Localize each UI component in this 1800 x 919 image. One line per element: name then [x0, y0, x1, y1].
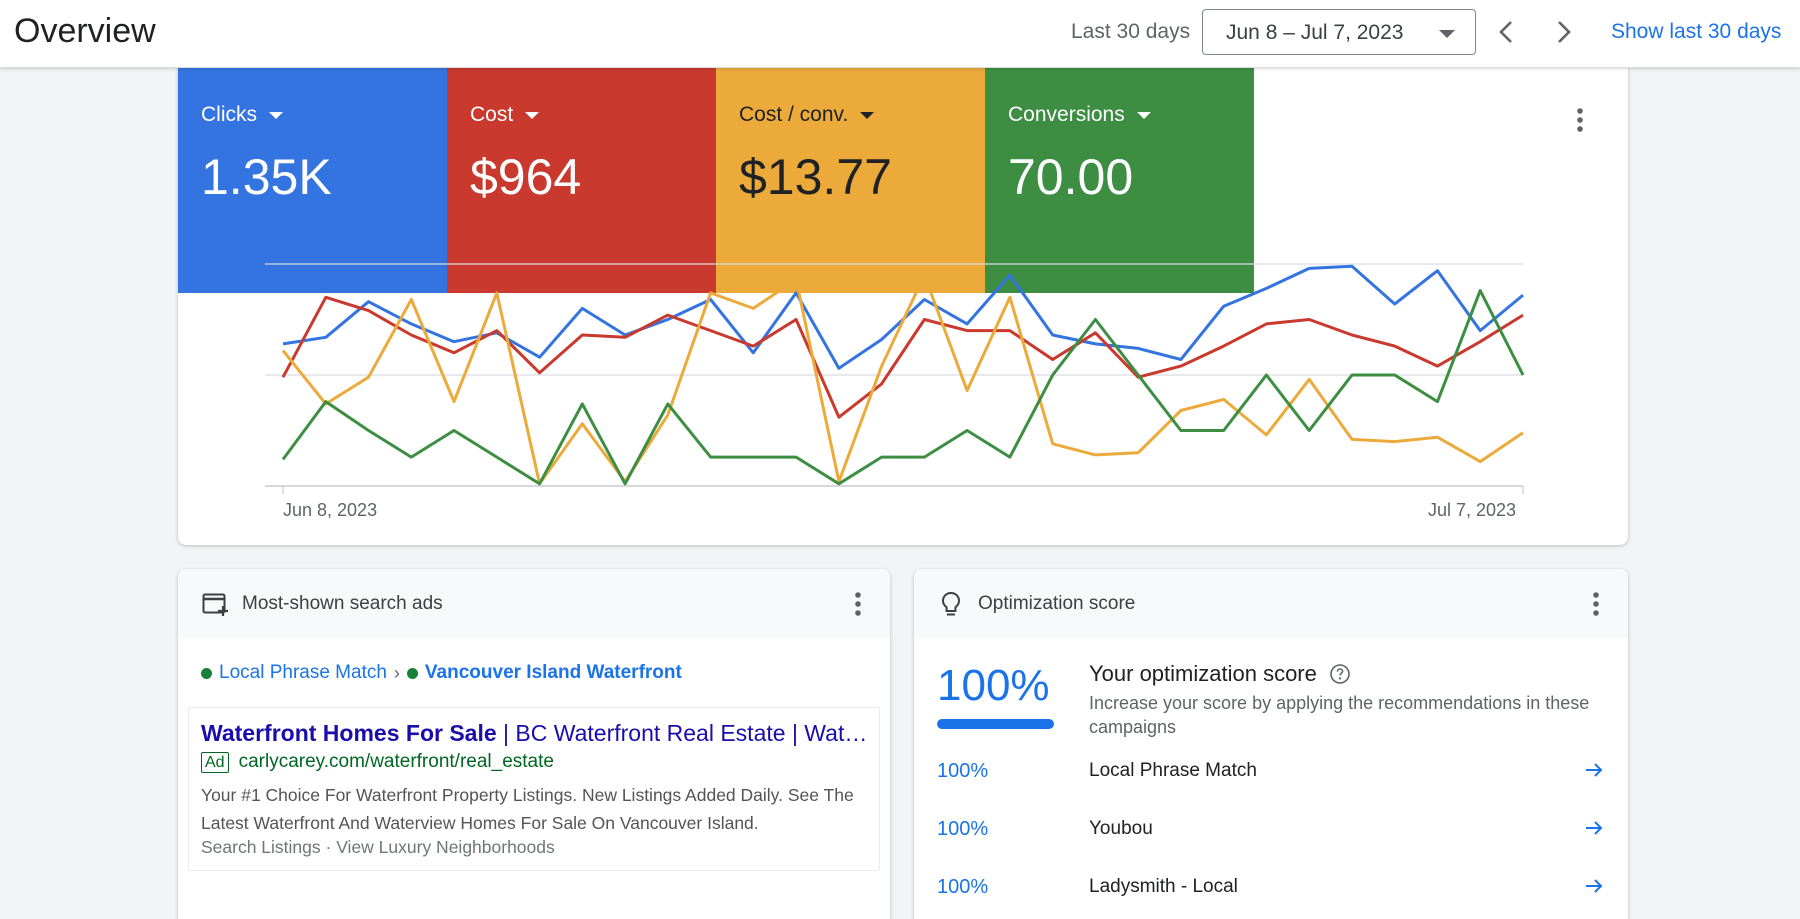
card-title: Optimization score: [978, 593, 1136, 614]
metric-cost-per-conversion[interactable]: Cost / conv. $13.77: [716, 68, 985, 293]
metric-value: 70.00: [1008, 149, 1134, 205]
ad-headline-bold: Waterfront Homes For Sale: [201, 720, 497, 746]
date-range-label: Last 30 days: [1071, 20, 1191, 43]
help-icon[interactable]: [1329, 663, 1351, 685]
series-line-cost-conv-: [281, 273, 1524, 486]
campaign-name: Ladysmith - Local: [1089, 876, 1238, 897]
metric-label: Cost / conv.: [739, 103, 849, 126]
metric-label: Cost: [470, 103, 514, 126]
ad-preview: Waterfront Homes For Sale | BC Waterfron…: [188, 707, 880, 871]
optimization-heading: Your optimization score: [1089, 661, 1351, 687]
x-axis-start-label: Jun 8, 2023: [283, 500, 378, 520]
page-title: Overview: [14, 12, 156, 50]
dropdown-caret-icon: [860, 111, 875, 119]
campaign-name: Youbou: [1089, 818, 1153, 839]
ad-headline-rest: | BC Waterfront Real Estate | Waterfront…: [503, 720, 871, 746]
kebab-menu-icon: [1577, 108, 1583, 132]
metric-value: $13.77: [739, 149, 892, 205]
ad-headline[interactable]: Waterfront Homes For Sale | BC Waterfron…: [201, 720, 871, 747]
optimization-score-card: Optimization score 100% Your optimizatio…: [914, 569, 1628, 919]
x-axis-end-label: Jul 7, 2023: [1428, 500, 1517, 520]
campaign-score: 100%: [937, 876, 989, 898]
campaign-name: Local Phrase Match: [1089, 760, 1257, 781]
ad-group-link[interactable]: Vancouver Island Waterfront: [424, 662, 682, 683]
series-line-conversions: [281, 289, 1525, 486]
dropdown-caret-icon: [1439, 30, 1455, 38]
most-shown-ads-card: Most-shown search ads Local Phrase Match…: [178, 569, 890, 919]
ad-description: Your #1 Choice For Waterfront Property L…: [201, 785, 854, 833]
ad-window-icon: [202, 593, 228, 616]
card-header: Optimization score: [914, 569, 1628, 638]
ad-sitelinks: Search Listings · View Luxury Neighborho…: [201, 837, 555, 857]
dropdown-caret-icon: [525, 111, 540, 119]
optimization-score-value: 100%: [937, 661, 1050, 710]
arrow-right-icon[interactable]: [1582, 816, 1606, 840]
metric-label: Clicks: [201, 103, 257, 126]
top-bar: Overview Last 30 days Jun 8 – Jul 7, 202…: [0, 0, 1800, 68]
more-options-button[interactable]: [1582, 586, 1610, 622]
optimization-score-bar: [937, 719, 1054, 729]
metric-value: $964: [470, 149, 582, 205]
arrow-right-icon[interactable]: [1582, 758, 1606, 782]
metric-value: 1.35K: [201, 149, 332, 205]
chevron-right-icon: [1558, 21, 1571, 43]
dropdown-caret-icon: [1136, 111, 1151, 119]
optimization-heading-text: Your optimization score: [1089, 661, 1317, 686]
dropdown-caret-icon: [269, 111, 283, 119]
campaign-link[interactable]: Local Phrase Match: [219, 662, 387, 683]
status-dot-icon: [201, 667, 212, 679]
campaign-score-row[interactable]: 100% Ladysmith - Local: [914, 866, 1628, 906]
show-last-30-days-link[interactable]: Show last 30 days: [1611, 20, 1782, 43]
next-period-button[interactable]: [1545, 14, 1581, 50]
arrow-right-icon[interactable]: [1582, 874, 1606, 898]
card-title: Most-shown search ads: [242, 593, 443, 614]
kebab-menu-icon: [1593, 592, 1599, 616]
campaign-score: 100%: [937, 760, 989, 782]
series-line-cost: [281, 295, 1524, 419]
ad-display-url: Ad carlycarey.com/waterfront/real_estate: [201, 751, 554, 773]
metric-conversions[interactable]: Conversions 70.00: [985, 68, 1254, 293]
campaign-score: 100%: [937, 818, 989, 840]
performance-card: Clicks 1.35K Cost $964 Cost / conv. $13.…: [178, 58, 1628, 545]
date-range-value: Jun 8 – Jul 7, 2023: [1226, 21, 1404, 44]
previous-period-button[interactable]: [1489, 14, 1525, 50]
lightbulb-icon: [941, 591, 961, 616]
performance-line-chart: [265, 263, 1525, 494]
metric-cost[interactable]: Cost $964: [447, 68, 716, 293]
metric-label: Conversions: [1008, 103, 1125, 126]
chevron-left-icon: [1499, 21, 1512, 43]
ad-badge: Ad: [201, 751, 229, 773]
more-options-button[interactable]: [1566, 102, 1594, 138]
metric-clicks[interactable]: Clicks 1.35K: [178, 68, 447, 293]
campaign-score-row[interactable]: 100% Youbou: [914, 808, 1628, 848]
status-dot-icon: [406, 667, 418, 679]
date-range-picker[interactable]: Jun 8 – Jul 7, 2023: [1202, 9, 1476, 55]
kebab-menu-icon: [855, 592, 861, 616]
breadcrumb: Local Phrase Match › Vancouver Island Wa…: [201, 662, 682, 684]
card-header: Most-shown search ads: [178, 569, 890, 638]
optimization-subtitle: Increase your score by applying the reco…: [1089, 693, 1590, 737]
campaign-score-row[interactable]: 100% Local Phrase Match: [914, 750, 1628, 790]
ad-url-text: carlycarey.com/waterfront/real_estate: [238, 751, 554, 772]
more-options-button[interactable]: [844, 586, 872, 622]
breadcrumb-separator: ›: [393, 662, 400, 683]
